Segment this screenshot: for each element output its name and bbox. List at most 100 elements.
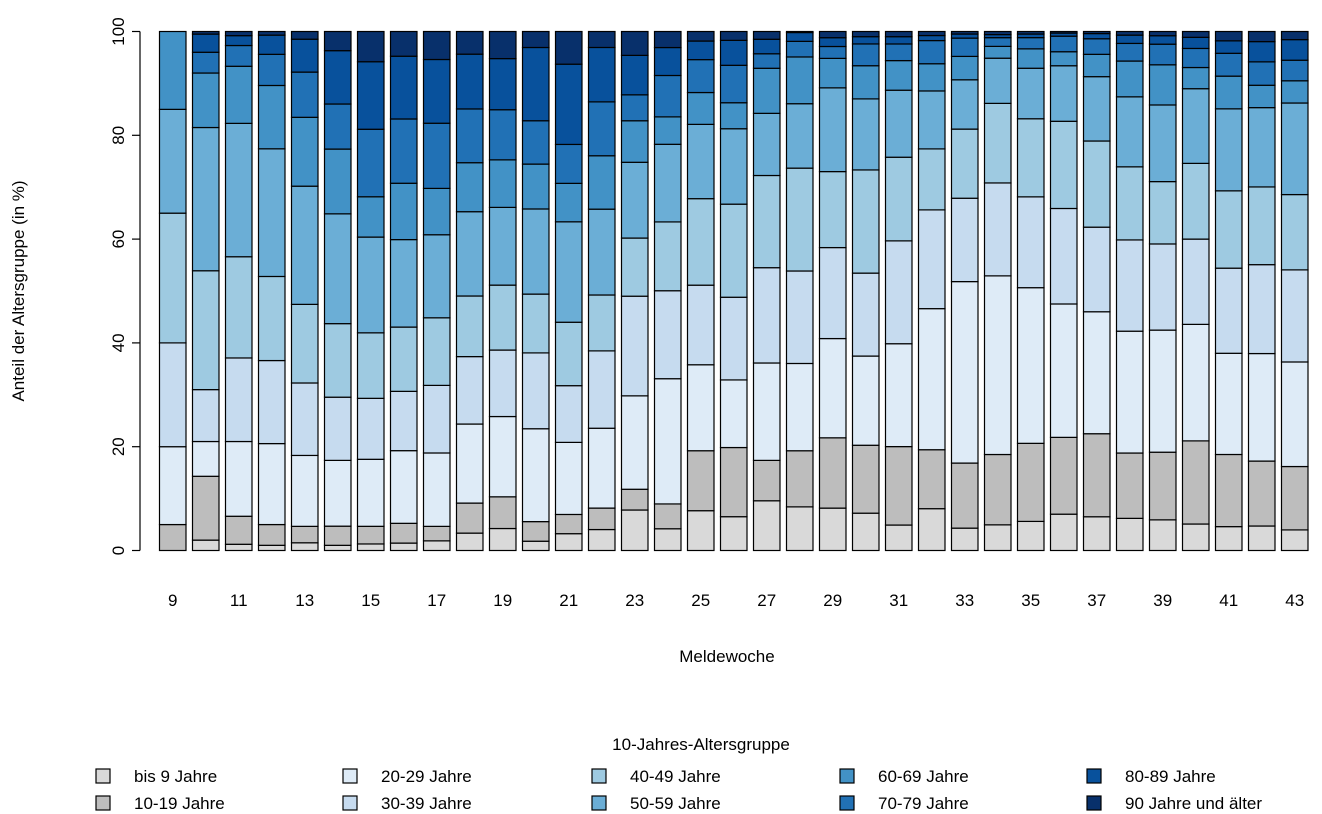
bar-segment-week-38-series-2 [1115, 330, 1144, 454]
bar-segment-week-22-series-4 [587, 294, 616, 352]
bar-segment-week-26-series-9 [719, 30, 748, 41]
bar-segment-week-30-series-6 [851, 65, 880, 100]
bar-segment-week-25-series-1 [686, 450, 715, 512]
bar-segment-week-21-series-4 [554, 321, 583, 387]
bar-segment-week-32-series-0 [917, 508, 946, 552]
bar-segment-week-16-series-5 [389, 238, 418, 328]
bar-segment-week-28-series-3 [785, 270, 814, 365]
bar-segment-week-25-series-8 [686, 40, 715, 61]
legend-label: 90 Jahre und älter [1125, 794, 1262, 813]
bar-segment-week-35-series-7 [1016, 37, 1045, 50]
bar-segment-week-34-series-9 [983, 30, 1012, 36]
bar-stack-week-13 [290, 30, 319, 552]
bar-stack-week-38 [1115, 30, 1144, 552]
bar-segment-week-35-series-3 [1016, 196, 1045, 289]
bar-segment-week-41-series-1 [1214, 453, 1243, 528]
bar-segment-week-14-series-6 [323, 148, 352, 215]
bar-segment-week-27-series-5 [752, 112, 781, 177]
bar-segment-week-36-series-9 [1049, 30, 1078, 34]
bar-segment-week-20-series-2 [521, 428, 550, 523]
y-tick-label: 20 [109, 437, 128, 456]
bar-segment-week-42-series-9 [1247, 30, 1276, 43]
bar-segment-week-43-series-3 [1280, 269, 1309, 363]
bar-segment-week-24-series-7 [653, 74, 682, 118]
bar-segment-week-29-series-3 [818, 246, 847, 340]
bar-segment-week-37-series-9 [1082, 30, 1111, 35]
bar-segment-week-10-series-6 [191, 72, 220, 129]
bar-segment-week-12-series-8 [257, 34, 286, 55]
bar-segment-week-26-series-4 [719, 203, 748, 298]
bar-segment-week-26-series-0 [719, 516, 748, 552]
legend-swatch [591, 795, 607, 811]
bar-segment-week-14-series-1 [323, 525, 352, 546]
bar-segment-week-16-series-7 [389, 118, 418, 184]
bar-stack-week-29 [818, 30, 847, 552]
x-tick-label: 29 [823, 591, 842, 610]
bar-segment-week-26-series-3 [719, 296, 748, 381]
bar-segment-week-19-series-8 [488, 58, 517, 111]
bar-segment-week-27-series-2 [752, 362, 781, 461]
x-axis: 9 11 13 15 17 19 21 23 25 27 29 31 33 35 37 39 41 43 [168, 591, 1304, 610]
bar-segment-week-30-series-2 [851, 355, 880, 446]
bar-segment-week-13-series-4 [290, 303, 319, 384]
bar-segment-week-18-series-3 [455, 355, 484, 425]
bar-segment-week-12-series-4 [257, 275, 286, 362]
bar-segment-week-19-series-3 [488, 349, 517, 418]
bar-segment-week-40-series-6 [1181, 66, 1210, 90]
bar-segment-week-40-series-4 [1181, 162, 1210, 240]
bar-segment-week-29-series-4 [818, 170, 847, 249]
bar-segment-week-30-series-3 [851, 272, 880, 357]
bar-segment-week-38-series-3 [1115, 239, 1144, 332]
x-tick-label: 21 [559, 591, 578, 610]
bar-segment-week-18-series-7 [455, 108, 484, 164]
legend-label: 60-69 Jahre [878, 767, 969, 786]
bar-segment-week-18-series-1 [455, 502, 484, 534]
bar-segment-week-9-series-3 [158, 342, 187, 448]
bar-segment-week-27-series-3 [752, 267, 781, 364]
bar-segment-week-11-series-5 [224, 122, 253, 258]
bar-segment-week-29-series-1 [818, 437, 847, 509]
bar-segment-week-29-series-5 [818, 87, 847, 173]
bar-segment-week-10-series-5 [191, 126, 220, 272]
bar-segment-week-17-series-7 [422, 122, 451, 190]
legend-swatch [95, 768, 111, 784]
bar-segment-week-27-series-6 [752, 67, 781, 114]
bar-segment-week-39-series-5 [1148, 104, 1177, 183]
bar-segment-week-39-series-0 [1148, 519, 1177, 552]
bar-segment-week-37-series-8 [1082, 32, 1111, 40]
bar-stack-week-22 [587, 30, 616, 552]
bar-segment-week-25-series-6 [686, 91, 715, 125]
bar-segment-week-18-series-4 [455, 295, 484, 358]
bar-segment-week-23-series-5 [620, 161, 649, 239]
legend-item: 30-39 Jahre [342, 794, 472, 813]
bar-segment-week-40-series-9 [1181, 30, 1210, 38]
bar-stack-week-28 [785, 30, 814, 552]
bar-segment-week-26-series-1 [719, 446, 748, 518]
bar-segment-week-11-series-1 [224, 515, 253, 545]
bar-segment-week-11-series-0 [224, 543, 253, 552]
legend-swatch [1086, 768, 1102, 784]
bar-segment-week-10-series-0 [191, 539, 220, 552]
bar-segment-week-40-series-0 [1181, 523, 1210, 552]
bar-stack-week-23 [620, 30, 649, 552]
bar-segment-week-43-series-0 [1280, 529, 1309, 552]
bar-segment-week-10-series-1 [191, 475, 220, 541]
bar-segment-week-41-series-6 [1214, 75, 1243, 110]
bar-segment-week-22-series-3 [587, 350, 616, 429]
bar-segment-week-23-series-6 [620, 120, 649, 163]
bar-segment-week-34-series-4 [983, 102, 1012, 184]
legend-swatch [1086, 795, 1102, 811]
bar-stack-week-34 [983, 30, 1012, 552]
bar-segment-week-27-series-8 [752, 38, 781, 55]
bar-segment-week-22-series-1 [587, 507, 616, 531]
legend-title: 10-Jahres-Altersgruppe [612, 735, 790, 754]
bar-segment-week-10-series-3 [191, 389, 220, 443]
bar-segment-week-24-series-1 [653, 503, 682, 530]
bar-segment-week-33-series-5 [950, 79, 979, 130]
bar-segment-week-13-series-5 [290, 185, 319, 305]
bar-segment-week-29-series-9 [818, 30, 847, 39]
bar-stack-week-16 [389, 30, 418, 552]
x-tick-label: 37 [1087, 591, 1106, 610]
bar-segment-week-35-series-4 [1016, 118, 1045, 198]
bar-segment-week-10-series-4 [191, 270, 220, 391]
